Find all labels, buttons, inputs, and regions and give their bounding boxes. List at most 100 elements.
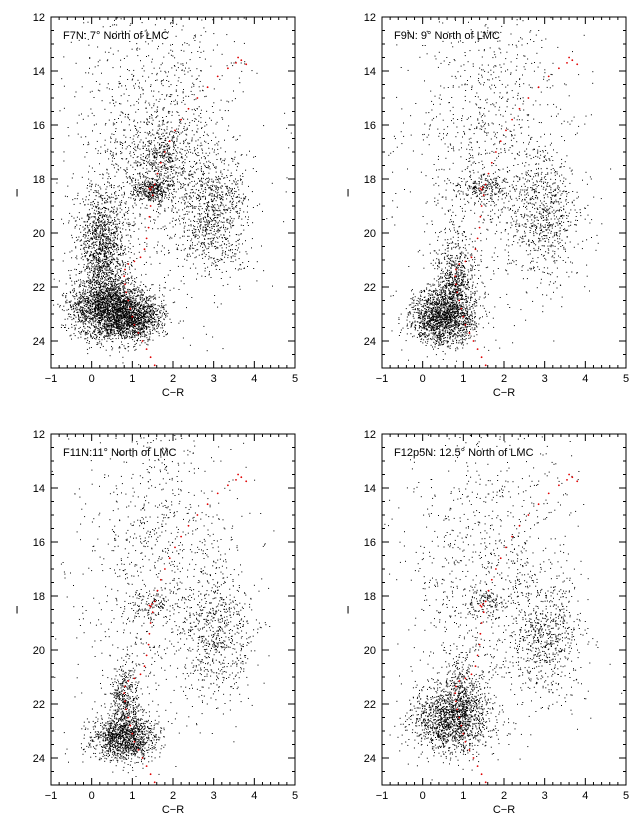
star-point (123, 316, 125, 318)
star-point (129, 257, 131, 259)
star-point (120, 247, 122, 249)
star-point (163, 309, 165, 311)
star-point (158, 184, 160, 186)
star-point (126, 327, 128, 329)
star-point (144, 183, 146, 184)
star-point (104, 295, 106, 297)
star-point (98, 324, 100, 326)
star-point (70, 307, 72, 309)
star-point (91, 260, 93, 262)
star-point (112, 223, 114, 225)
star-point (136, 164, 138, 166)
star-point (91, 301, 93, 302)
star-point (108, 227, 110, 229)
star-point (120, 333, 122, 335)
star-point (147, 199, 149, 201)
star-point (141, 289, 143, 291)
star-point (89, 253, 91, 255)
star-point (101, 199, 103, 201)
star-point (143, 321, 145, 323)
star-point (131, 300, 133, 302)
star-point (92, 292, 94, 293)
star-point (158, 200, 160, 202)
star-point (85, 199, 87, 201)
star-point (103, 322, 105, 324)
star-point (94, 252, 96, 254)
star-point (126, 313, 128, 315)
star-point (167, 145, 169, 147)
star-point (73, 289, 75, 291)
star-point (116, 227, 118, 229)
star-point (143, 317, 145, 319)
star-point (159, 184, 161, 186)
star-point (104, 221, 106, 223)
star-point (130, 263, 132, 265)
star-point (127, 324, 129, 325)
star-point (114, 259, 116, 261)
star-point (126, 306, 128, 307)
star-point (138, 187, 140, 189)
star-point (100, 328, 102, 330)
star-point (86, 302, 88, 304)
star-point (95, 319, 97, 321)
star-point (99, 231, 101, 233)
star-point (98, 246, 100, 248)
star-point (151, 188, 153, 190)
star-point (130, 236, 132, 238)
star-point (64, 252, 66, 254)
star-point (135, 317, 136, 318)
star-point (80, 257, 82, 259)
star-point (103, 222, 105, 224)
star-point (132, 194, 134, 196)
star-point (146, 315, 148, 317)
star-point (133, 323, 135, 325)
star-point (100, 245, 102, 247)
star-point (120, 283, 122, 285)
star-point (110, 235, 112, 237)
star-point (88, 291, 90, 293)
star-point (107, 219, 108, 220)
star-point (77, 192, 79, 194)
star-point (118, 327, 119, 329)
star-point (119, 325, 121, 327)
star-point (124, 309, 126, 311)
star-point (128, 311, 130, 313)
star-point (92, 279, 94, 281)
star-point (112, 309, 113, 311)
star-point (100, 305, 102, 306)
star-point (152, 306, 154, 307)
star-point (150, 140, 152, 142)
star-point (107, 244, 109, 246)
star-point (91, 265, 93, 267)
star-point (108, 294, 110, 296)
star-point (180, 157, 182, 159)
star-point (157, 309, 158, 311)
star-point (112, 228, 114, 230)
star-point (101, 332, 103, 334)
star-point (98, 237, 99, 239)
star-point (95, 251, 97, 253)
star-point (109, 300, 111, 302)
star-point (96, 260, 98, 262)
star-point (93, 278, 95, 280)
star-point (135, 304, 137, 305)
star-point (120, 277, 121, 279)
star-point (94, 190, 96, 192)
star-point (143, 298, 145, 300)
star-point (106, 275, 108, 277)
star-point (133, 192, 134, 194)
star-point (142, 327, 143, 329)
star-point (100, 285, 102, 287)
star-point (111, 323, 113, 324)
star-point (81, 310, 83, 312)
star-point (90, 251, 92, 253)
star-point (105, 293, 107, 295)
star-point (104, 247, 106, 248)
star-point (143, 189, 145, 191)
star-point (116, 289, 118, 291)
star-point (149, 184, 150, 186)
star-point (104, 229, 105, 231)
star-point (94, 315, 96, 317)
star-point (78, 304, 80, 306)
star-point (138, 337, 139, 339)
